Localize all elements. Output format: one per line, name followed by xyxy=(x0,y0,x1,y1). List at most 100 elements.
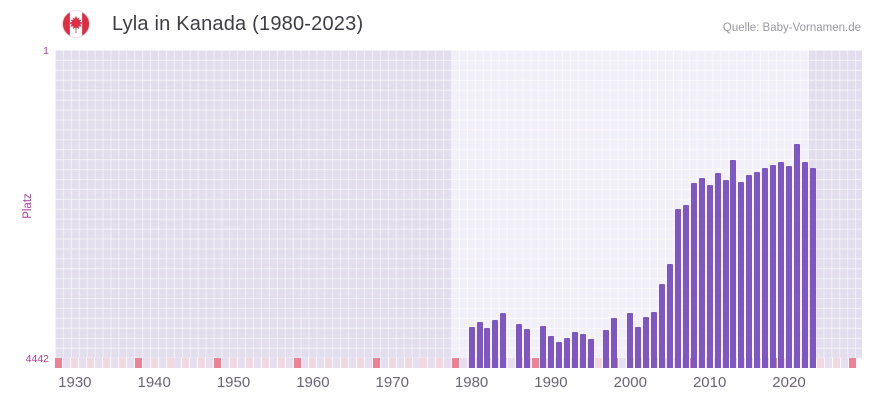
timeline-cell xyxy=(309,358,317,368)
bar[interactable] xyxy=(754,171,761,368)
bar[interactable] xyxy=(706,185,713,368)
bar[interactable] xyxy=(627,313,634,368)
bar[interactable] xyxy=(603,330,610,368)
timeline-cell xyxy=(380,358,388,368)
timeline-cell xyxy=(825,358,833,368)
timeline-cell xyxy=(618,358,626,368)
bar[interactable] xyxy=(651,312,658,368)
timeline-cell xyxy=(372,358,380,368)
bar[interactable] xyxy=(714,173,721,368)
bar[interactable] xyxy=(770,165,777,368)
bar[interactable] xyxy=(571,331,578,368)
timeline-cell xyxy=(158,358,166,368)
timeline-cell xyxy=(507,358,515,368)
source-link[interactable]: Quelle: Baby-Vornamen.de xyxy=(722,22,861,34)
x-tick-label: 1950 xyxy=(216,374,251,391)
timeline-cell xyxy=(71,358,79,368)
bar[interactable] xyxy=(809,167,816,368)
timeline-cell xyxy=(55,358,63,368)
timeline-cell xyxy=(269,358,277,368)
timeline-cell xyxy=(388,358,396,368)
timeline-cell xyxy=(261,358,269,368)
timeline-cell xyxy=(214,358,222,368)
bar[interactable] xyxy=(468,327,475,368)
timeline-cell xyxy=(118,358,126,368)
timeline-cell xyxy=(317,358,325,368)
timeline-cell xyxy=(452,358,460,368)
timeline-cell xyxy=(206,358,214,368)
bar[interactable] xyxy=(730,159,737,368)
bar[interactable] xyxy=(500,312,507,368)
bar[interactable] xyxy=(674,208,681,368)
y-axis-label: Platz xyxy=(22,193,34,219)
bar[interactable] xyxy=(722,179,729,368)
timeline-cell xyxy=(230,358,238,368)
bar[interactable] xyxy=(659,284,666,368)
bar[interactable] xyxy=(484,328,491,368)
bar[interactable] xyxy=(635,326,642,368)
x-tick-label: 1960 xyxy=(296,374,330,391)
timeline-cell xyxy=(412,358,420,368)
timeline-cell xyxy=(595,358,603,368)
bar[interactable] xyxy=(793,144,800,368)
timeline-cell xyxy=(531,358,539,368)
timeline-cell xyxy=(222,358,230,368)
x-tick-label: 2020 xyxy=(772,374,806,391)
bar[interactable] xyxy=(762,167,769,368)
timeline-cell xyxy=(198,358,206,368)
timeline-cell xyxy=(245,358,253,368)
bar[interactable] xyxy=(524,328,531,368)
timeline-cell xyxy=(253,358,261,368)
y-tick-label: 1 xyxy=(43,45,49,57)
bar[interactable] xyxy=(666,263,673,368)
bar[interactable] xyxy=(738,181,745,368)
bar[interactable] xyxy=(682,204,689,368)
timeline-cell xyxy=(349,358,357,368)
timeline-cell xyxy=(95,358,103,368)
timeline-cell xyxy=(166,358,174,368)
timeline-cell xyxy=(364,358,372,368)
bar[interactable] xyxy=(643,316,650,368)
timeline-cell xyxy=(848,358,856,368)
bar[interactable] xyxy=(547,335,554,368)
timeline-cell xyxy=(428,358,436,368)
timeline-cell xyxy=(301,358,309,368)
timeline-cell xyxy=(841,358,849,368)
bar[interactable] xyxy=(516,323,523,368)
timeline-cell xyxy=(142,358,150,368)
bar[interactable] xyxy=(778,162,785,368)
x-tick-label: 1980 xyxy=(454,374,489,391)
bar[interactable] xyxy=(476,322,483,368)
timeline-cell xyxy=(63,358,71,368)
bar[interactable] xyxy=(746,174,753,368)
bar[interactable] xyxy=(611,318,618,368)
x-tick-label: 1930 xyxy=(58,374,92,391)
timeline-cell xyxy=(396,358,404,368)
bar[interactable] xyxy=(540,325,546,368)
timeline-cell xyxy=(436,358,444,368)
x-tick-label: 2010 xyxy=(692,374,727,391)
timeline-cell xyxy=(174,358,182,368)
timeline-cell xyxy=(190,358,198,368)
timeline-cell xyxy=(817,358,825,368)
timeline-cell xyxy=(182,358,190,368)
bar[interactable] xyxy=(690,183,697,368)
bar[interactable] xyxy=(555,341,562,368)
x-tick-label: 1940 xyxy=(137,374,171,391)
timeline-cell xyxy=(79,358,87,368)
bar[interactable] xyxy=(785,166,792,368)
timeline-cell xyxy=(333,358,341,368)
timeline-cell xyxy=(103,358,111,368)
bar[interactable] xyxy=(801,162,808,368)
y-tick-label: 4442 xyxy=(25,353,49,365)
timeline-cell xyxy=(285,358,293,368)
bar[interactable] xyxy=(698,178,705,368)
bar[interactable] xyxy=(563,337,570,368)
bar[interactable] xyxy=(492,320,499,368)
timeline-cell xyxy=(277,358,285,368)
bar[interactable] xyxy=(579,333,586,368)
bar[interactable] xyxy=(587,339,594,368)
timeline-cell xyxy=(357,358,364,368)
timeline-cell xyxy=(150,358,158,368)
